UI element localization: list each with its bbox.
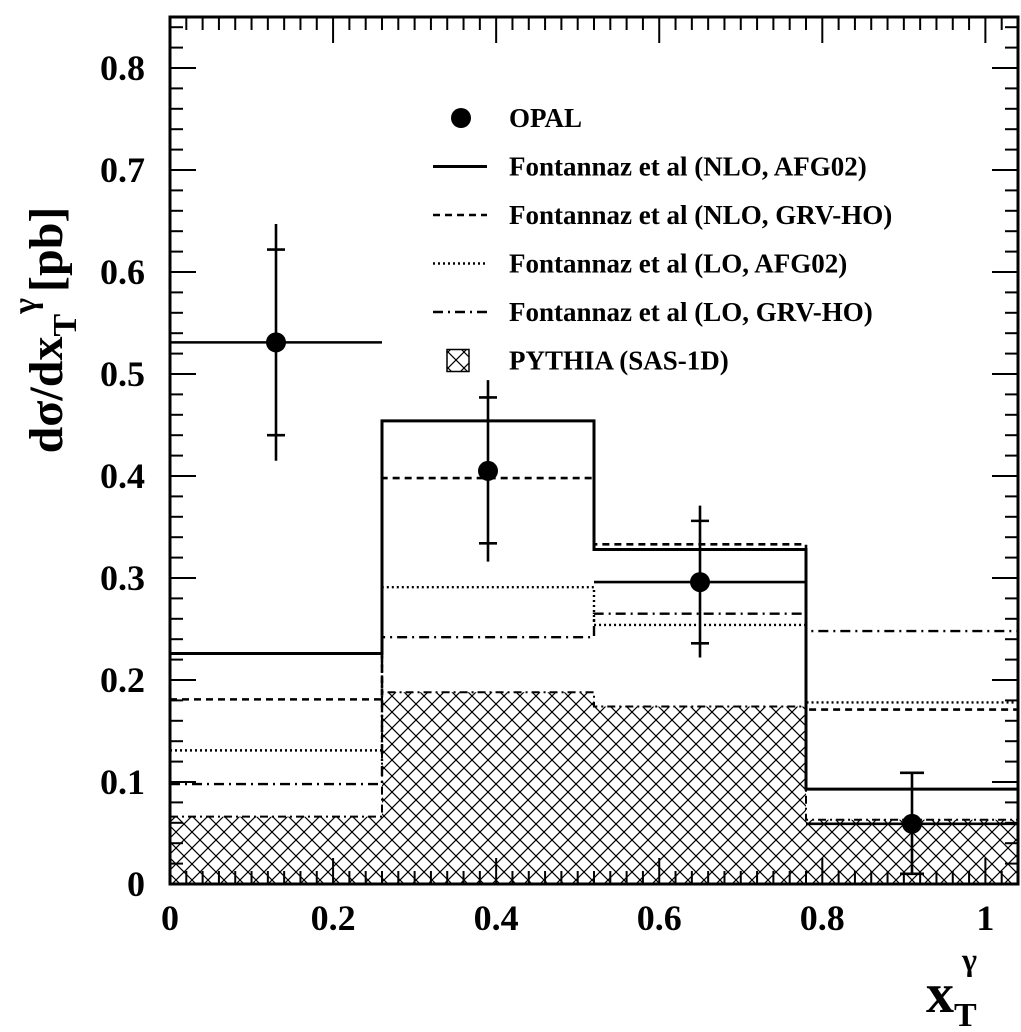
legend-marker-opal — [451, 108, 471, 128]
pythia-outline — [170, 691, 1018, 821]
y-tick-label: 0.6 — [100, 252, 145, 292]
series-2-step-line — [170, 585, 1018, 752]
y-tick-label: 0.5 — [100, 354, 145, 394]
x-tick-label: 0 — [161, 898, 179, 938]
opal-point — [478, 460, 498, 481]
y-tick-label: 0.8 — [100, 48, 145, 88]
y-tick-label: 0.1 — [100, 762, 145, 802]
legend-entry-label: Fontannaz et al (LO, AFG02) — [509, 249, 847, 279]
pythia-bin-2 — [594, 706, 806, 884]
series-1-step-line — [170, 476, 1018, 711]
x-tick-label: 1 — [976, 898, 994, 938]
x-tick-label: 0.2 — [311, 898, 356, 938]
y-tick-label: 0.2 — [100, 660, 145, 700]
x-tick-label: 0.6 — [637, 898, 682, 938]
legend-swatch-pythia — [446, 348, 470, 373]
legend-entry-label: Fontannaz et al (NLO, GRV-HO) — [509, 200, 892, 230]
y-axis-title: dσ/dxTγ[pb] — [7, 207, 84, 454]
x-axis-title-superscript: γ — [961, 941, 977, 977]
y-tick-label: 0 — [127, 864, 145, 904]
x-axis-title: xT — [926, 963, 977, 1032]
opal-point — [266, 332, 286, 353]
legend-entry-label: PYTHIA (SAS-1D) — [509, 346, 729, 376]
series-3-step-line — [170, 612, 1018, 786]
opal-point — [690, 572, 710, 593]
x-tick-label: 0.4 — [474, 898, 519, 938]
y-tick-label: 0.3 — [100, 558, 145, 598]
legend-entry-label: Fontannaz et al (NLO, AFG02) — [509, 152, 867, 182]
legend-entry-label: Fontannaz et al (LO, GRV-HO) — [509, 297, 873, 327]
opal-point — [902, 813, 922, 834]
pythia-bin-0 — [170, 816, 382, 884]
y-tick-label: 0.7 — [100, 150, 145, 190]
x-tick-label: 0.8 — [800, 898, 845, 938]
pythia-bin-1 — [382, 692, 594, 884]
y-tick-label: 0.4 — [100, 456, 145, 496]
legend-entry-label: OPAL — [509, 103, 582, 133]
